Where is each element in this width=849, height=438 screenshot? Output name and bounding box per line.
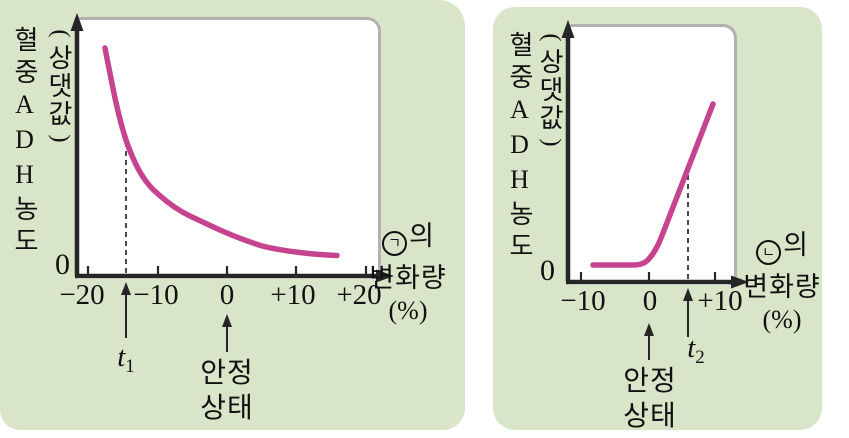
left-y-unit-open-paren: ( (47, 29, 73, 38)
left-adh-curve (102, 45, 340, 259)
left-y-axis-title: 혈중ADH농도 (10, 26, 39, 259)
right-x-axis-arrowhead-icon (731, 275, 749, 289)
right-circled-letter: ㄴ (756, 239, 782, 265)
left-x-axis-arrowhead-icon (376, 269, 394, 283)
right-y-unit-close-paren: ) (538, 138, 564, 147)
left-x-tick-+10: +10 (270, 279, 316, 311)
right-x-title-unit: (%) (762, 304, 802, 334)
right-t2-sub: 2 (695, 347, 705, 368)
right-plot-area (569, 24, 737, 285)
right-x-tick--10: −10 (560, 285, 606, 317)
right-origin-label: 0 (540, 254, 555, 287)
left-x-title-line2: 변화량 (369, 262, 447, 293)
right-chart-canvas (561, 20, 749, 360)
left-t1-sub: 1 (125, 356, 135, 377)
right-x-tick-+10: +10 (697, 285, 743, 317)
right-y-unit-open-paren: ( (538, 33, 564, 42)
left-x-tick-+20: +20 (336, 279, 382, 311)
right-y-unit-text: 상댓값 (535, 48, 564, 132)
left-x-tick-0: 0 (219, 279, 235, 311)
left-stable-state-label: 안정 상태 (200, 357, 254, 423)
right-x-title-suffix: 의 (783, 230, 808, 260)
left-chart-canvas (70, 13, 394, 352)
right-t2-arrow (683, 288, 693, 337)
left-t1-label: t1 (106, 341, 146, 377)
left-t1-var: t (117, 341, 126, 373)
left-circled-letter: ㄱ (382, 230, 408, 256)
left-y-axis-unit: ( 상댓값 ) (40, 26, 77, 146)
right-t2-var: t (687, 332, 696, 364)
right-adh-curve (590, 101, 716, 268)
right-stable-state-label: 안정 상태 (623, 365, 677, 431)
left-x-tick--20: −20 (59, 279, 105, 311)
left-t1-arrow (121, 282, 131, 338)
left-stable-arrow (222, 314, 232, 352)
right-x-title-line2: 변화량 (743, 271, 821, 302)
right-stable-arrow (644, 323, 654, 360)
left-y-unit-text: 상댓값 (44, 44, 73, 128)
right-y-axis-title: 혈중ADH농도 (505, 31, 534, 264)
right-x-ticks (579, 272, 717, 280)
right-t2-label: t2 (676, 332, 716, 368)
right-y-axis-arrowhead-icon (561, 20, 575, 38)
left-x-tick--10: −10 (133, 279, 179, 311)
left-origin-label: 0 (55, 248, 70, 281)
left-x-title-unit: (%) (388, 295, 428, 325)
right-x-tick-0: 0 (642, 285, 658, 317)
left-x-ticks (86, 266, 368, 274)
left-y-unit-close-paren: ) (47, 134, 73, 143)
right-y-axis-unit: ( 상댓값 ) (531, 30, 568, 150)
left-y-axis-arrowhead-icon (70, 13, 84, 31)
left-x-title-suffix: 의 (409, 221, 434, 251)
